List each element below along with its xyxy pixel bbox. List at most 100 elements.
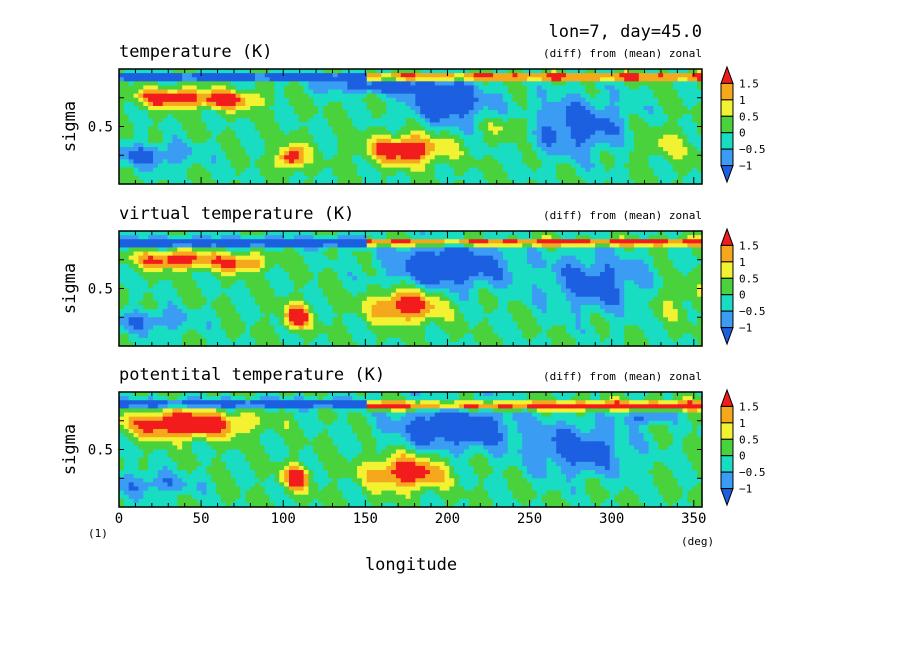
heatmap-cell <box>512 93 518 99</box>
heatmap-cell <box>172 73 178 78</box>
heatmap-cell <box>182 337 188 343</box>
heatmap-cell <box>303 263 310 269</box>
heatmap-cell <box>614 122 621 128</box>
heatmap-cell <box>386 142 392 148</box>
heatmap-cell <box>386 167 392 173</box>
heatmap-cell <box>570 126 577 132</box>
heatmap-cell <box>599 101 606 107</box>
heatmap-cell <box>580 89 586 95</box>
heatmap-cell <box>196 122 203 128</box>
heatmap-cell <box>536 81 543 87</box>
heatmap-cell <box>245 263 251 269</box>
heatmap-cell <box>522 77 528 82</box>
heatmap-cell <box>667 167 674 173</box>
heatmap-cell <box>289 155 295 160</box>
heatmap-cell <box>259 231 266 236</box>
heatmap-cell <box>692 85 698 91</box>
heatmap-cell <box>138 151 144 156</box>
heatmap-cell <box>128 159 135 165</box>
heatmap-cell <box>225 122 232 128</box>
heatmap-cell <box>119 142 125 148</box>
heatmap-cell <box>347 126 353 132</box>
heatmap-cell <box>196 130 203 136</box>
heatmap-cell <box>366 151 373 156</box>
heatmap-cell <box>643 130 650 136</box>
heatmap-cell <box>609 69 616 74</box>
heatmap-cell <box>658 163 664 169</box>
heatmap-cell <box>289 292 295 298</box>
heatmap-cell <box>255 134 261 140</box>
heatmap-cell <box>614 142 621 148</box>
heatmap-cell <box>318 333 324 339</box>
heatmap-cell <box>274 288 280 294</box>
heatmap-cell <box>391 142 397 148</box>
heatmap-cell <box>619 179 625 185</box>
heatmap-cell <box>323 105 329 111</box>
heatmap-cell <box>279 147 285 152</box>
heatmap-cell <box>624 147 630 152</box>
heatmap-cell <box>361 163 368 169</box>
heatmap-cell <box>357 259 363 265</box>
heatmap-cell <box>449 134 455 140</box>
heatmap-cell <box>293 126 300 132</box>
heatmap-cell <box>191 122 198 128</box>
heatmap-cell <box>162 93 169 99</box>
heatmap-cell <box>347 329 353 335</box>
heatmap-cell <box>318 251 324 257</box>
heatmap-cell <box>162 167 169 173</box>
heatmap-cell <box>259 147 266 152</box>
heatmap-cell <box>201 251 208 257</box>
heatmap-cell <box>357 89 363 95</box>
heatmap-cell <box>255 263 261 269</box>
heatmap-cell <box>536 69 543 74</box>
heatmap-cell <box>454 77 460 82</box>
heatmap-cell <box>570 93 577 99</box>
heatmap-cell <box>638 175 645 181</box>
heatmap-cell <box>191 231 198 236</box>
heatmap-cell <box>502 85 509 91</box>
heatmap-cell <box>279 175 285 181</box>
heatmap-cell <box>191 292 198 298</box>
heatmap-cell <box>517 122 523 128</box>
heatmap-cell <box>225 126 232 132</box>
heatmap-cell <box>327 147 334 152</box>
heatmap-cell <box>327 267 334 273</box>
heatmap-cell <box>235 317 242 322</box>
heatmap-cell <box>191 267 198 273</box>
heatmap-cell <box>473 179 480 185</box>
heatmap-cell <box>648 167 655 173</box>
heatmap-cell <box>250 159 256 165</box>
heatmap-cell <box>556 105 562 111</box>
heatmap-cell <box>332 231 339 236</box>
heatmap-cell <box>653 89 659 95</box>
heatmap-cell <box>323 329 329 335</box>
heatmap-cell <box>342 93 348 99</box>
heatmap-cell <box>216 130 222 136</box>
heatmap-cell <box>298 263 305 269</box>
heatmap-cell <box>449 81 455 87</box>
heatmap-cell <box>677 167 684 173</box>
heatmap-cell <box>182 267 188 273</box>
heatmap-cell <box>133 333 140 339</box>
heatmap-cell <box>182 126 188 132</box>
heatmap-cell <box>347 163 353 169</box>
heatmap-cell <box>206 267 212 273</box>
heatmap-cell <box>478 85 484 91</box>
heatmap-cell <box>303 267 310 273</box>
heatmap-cell <box>211 69 217 74</box>
heatmap-cell <box>279 267 285 273</box>
heatmap-cell <box>420 134 426 140</box>
heatmap-cell <box>439 114 446 119</box>
heatmap-cell <box>386 147 392 152</box>
heatmap-cell <box>337 325 344 331</box>
heatmap-cell <box>663 93 669 99</box>
heatmap-cell <box>629 101 635 107</box>
heatmap-cell <box>595 147 601 152</box>
heatmap-cell <box>245 122 251 128</box>
heatmap-cell <box>638 118 645 123</box>
heatmap-cell <box>153 93 159 99</box>
heatmap-cell <box>269 288 276 294</box>
heatmap-cell <box>541 151 548 156</box>
heatmap-cell <box>512 81 518 87</box>
heatmap-cell <box>357 179 363 185</box>
